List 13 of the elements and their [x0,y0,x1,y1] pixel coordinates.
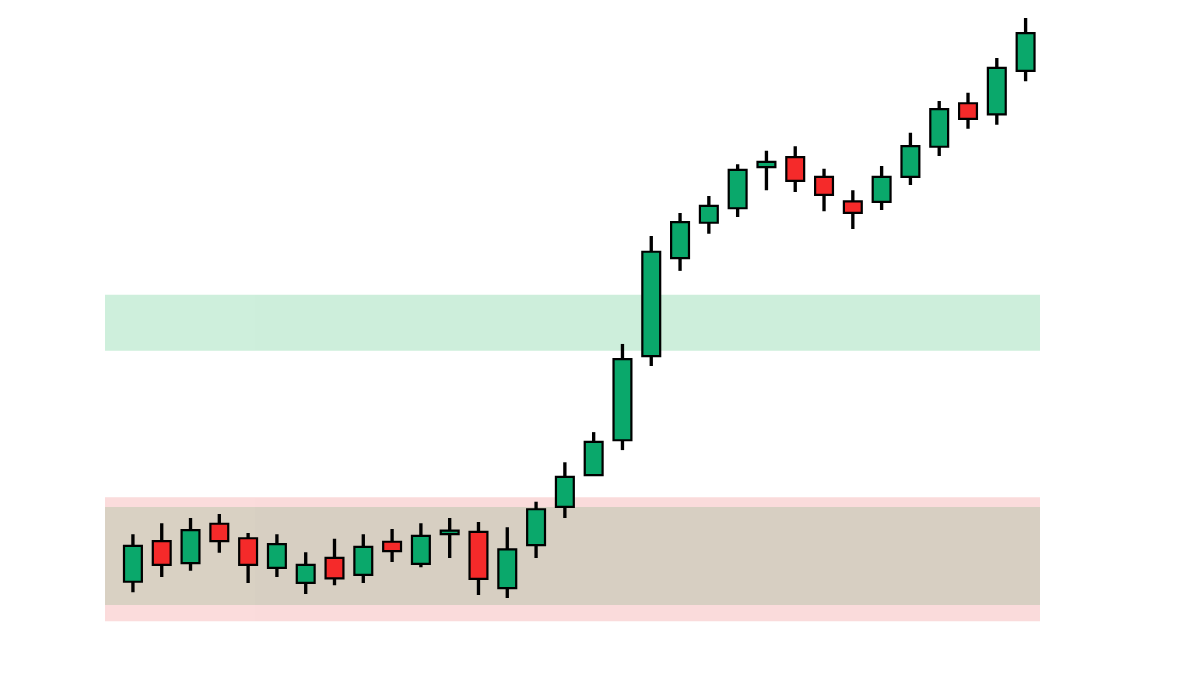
candlestick [842,190,863,230]
candlestick [756,150,777,191]
candlestick [813,168,835,213]
candlestick [785,146,806,192]
candlestick [382,528,403,563]
candlestick [439,517,460,558]
candlestick [324,537,345,586]
candlestick [295,552,316,594]
candlestick [209,513,230,553]
candlestick [698,196,719,234]
candlestick [266,534,287,578]
candlestick [151,523,172,578]
candlestick [957,92,979,129]
